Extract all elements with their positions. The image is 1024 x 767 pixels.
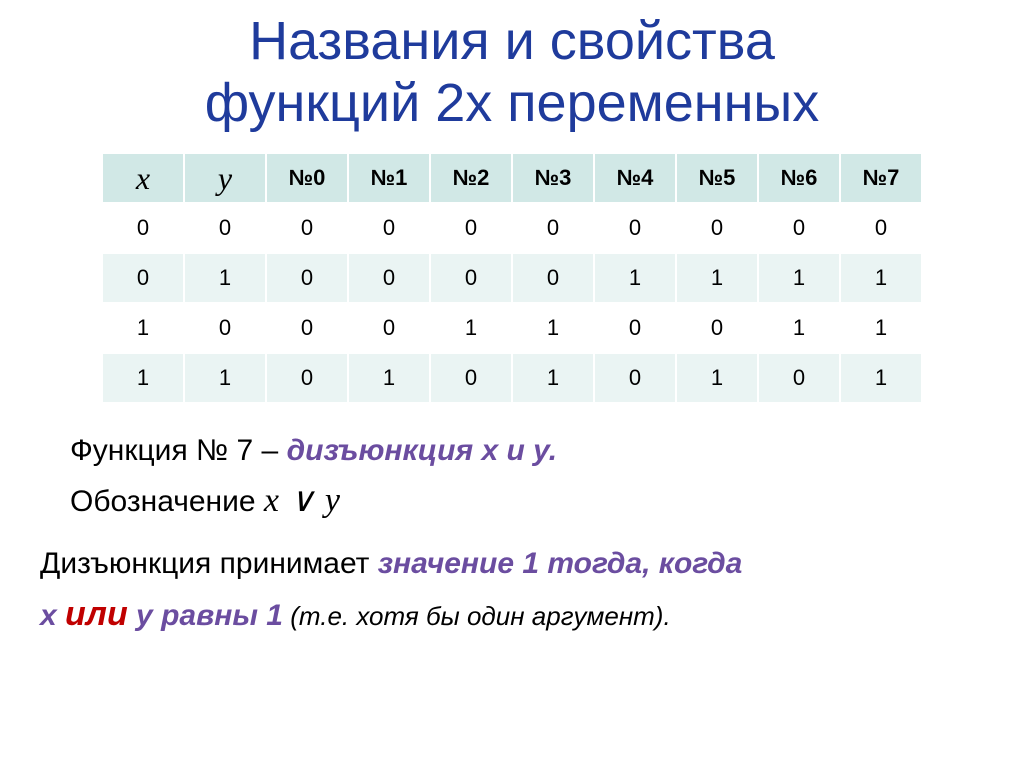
cell: 0: [594, 203, 676, 253]
cell: 1: [102, 353, 184, 403]
notation: x ∨ y: [264, 482, 341, 519]
line2-prefix: Обозначение: [70, 485, 264, 518]
description-block: Функция № 7 – дизъюнкция x и y. Обозначе…: [70, 428, 984, 527]
cell: 0: [676, 203, 758, 253]
cell: 0: [594, 353, 676, 403]
cell: 0: [430, 253, 512, 303]
cell: 1: [840, 253, 922, 303]
cell: 0: [840, 203, 922, 253]
cell: 0: [102, 203, 184, 253]
cell: 0: [184, 303, 266, 353]
col-h5: №5: [676, 153, 758, 203]
cell: 0: [758, 203, 840, 253]
cell: 1: [512, 303, 594, 353]
title-line2: функций 2х переменных: [205, 73, 820, 133]
truth-table: x y №0 №1 №2 №3 №4 №5 №6 №7 0 0 0 0 0 0 …: [101, 152, 923, 404]
line3-prefix: Дизъюнкция принимает: [40, 547, 378, 580]
cell: 0: [430, 203, 512, 253]
cell: 0: [512, 203, 594, 253]
slide-title: Названия и свойства функций 2х переменны…: [40, 10, 984, 134]
description-block-2: Дизъюнкция принимает значение 1 тогда, к…: [40, 541, 984, 640]
cell: 0: [266, 203, 348, 253]
line4-tail: (т.е. хотя бы один аргумент).: [283, 601, 671, 631]
line4-x: x: [40, 599, 65, 632]
cell: 1: [184, 353, 266, 403]
cell: 1: [594, 253, 676, 303]
cell: 1: [430, 303, 512, 353]
cell: 1: [758, 253, 840, 303]
cell: 1: [758, 303, 840, 353]
cell: 1: [348, 353, 430, 403]
cell: 1: [184, 253, 266, 303]
cell: 1: [676, 253, 758, 303]
col-h4: №4: [594, 153, 676, 203]
title-line1: Названия и свойства: [249, 11, 775, 71]
table-row: 0 1 0 0 0 0 1 1 1 1: [102, 253, 922, 303]
header-row: x y №0 №1 №2 №3 №4 №5 №6 №7: [102, 153, 922, 203]
cell: 0: [348, 303, 430, 353]
cell: 0: [430, 353, 512, 403]
cell: 0: [348, 253, 430, 303]
col-h7: №7: [840, 153, 922, 203]
line4-or: или: [65, 595, 128, 633]
cell: 0: [676, 303, 758, 353]
table-row: 1 0 0 0 1 1 0 0 1 1: [102, 303, 922, 353]
cell: 1: [840, 353, 922, 403]
cell: 0: [266, 253, 348, 303]
col-h3: №3: [512, 153, 594, 203]
line1-emphasis: дизъюнкция x и y.: [287, 434, 557, 467]
table-row: 1 1 0 1 0 1 0 1 0 1: [102, 353, 922, 403]
cell: 0: [512, 253, 594, 303]
cell: 0: [102, 253, 184, 303]
col-y: y: [184, 153, 266, 203]
cell: 1: [676, 353, 758, 403]
col-h2: №2: [430, 153, 512, 203]
cell: 1: [840, 303, 922, 353]
table-row: 0 0 0 0 0 0 0 0 0 0: [102, 203, 922, 253]
cell: 0: [348, 203, 430, 253]
cell: 0: [758, 353, 840, 403]
cell: 1: [102, 303, 184, 353]
cell: 0: [266, 303, 348, 353]
col-h6: №6: [758, 153, 840, 203]
line1-prefix: Функция № 7 –: [70, 434, 287, 467]
cell: 0: [266, 353, 348, 403]
cell: 1: [512, 353, 594, 403]
line3-emphasis: значение 1 тогда, когда: [378, 547, 743, 580]
col-h0: №0: [266, 153, 348, 203]
col-x: x: [102, 153, 184, 203]
col-h1: №1: [348, 153, 430, 203]
line4-y: y равны 1: [128, 599, 283, 632]
cell: 0: [594, 303, 676, 353]
cell: 0: [184, 203, 266, 253]
